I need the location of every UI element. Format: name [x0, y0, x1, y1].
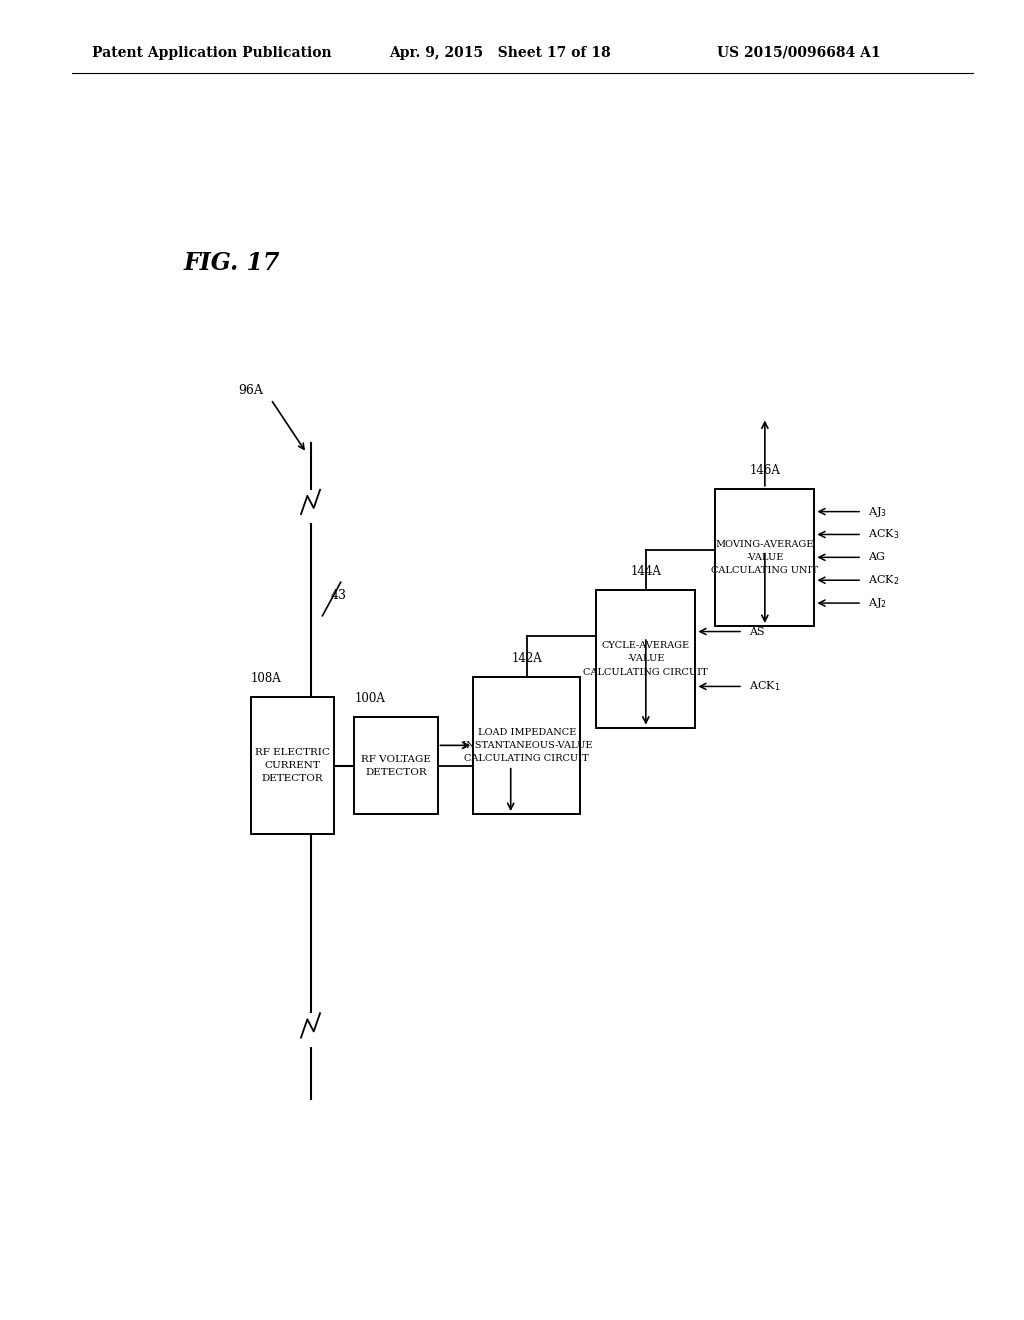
Text: FIG. 17: FIG. 17 — [183, 251, 280, 276]
Text: 142A: 142A — [511, 652, 542, 664]
Text: ACK$_2$: ACK$_2$ — [868, 573, 900, 587]
Text: AS: AS — [750, 627, 765, 636]
Text: Patent Application Publication: Patent Application Publication — [92, 46, 332, 59]
Text: 96A: 96A — [239, 384, 263, 397]
Text: AJ$_3$: AJ$_3$ — [868, 504, 888, 519]
Text: 144A: 144A — [631, 565, 662, 578]
Bar — [596, 590, 695, 727]
Text: 100A: 100A — [354, 692, 385, 705]
Text: US 2015/0096684 A1: US 2015/0096684 A1 — [717, 46, 881, 59]
Text: ACK$_3$: ACK$_3$ — [868, 528, 900, 541]
Text: AJ$_2$: AJ$_2$ — [868, 597, 887, 610]
Text: RF VOLTAGE
DETECTOR: RF VOLTAGE DETECTOR — [360, 755, 431, 776]
Text: 43: 43 — [331, 589, 346, 602]
Bar — [354, 718, 437, 814]
Text: AG: AG — [868, 552, 886, 562]
Bar — [251, 697, 334, 834]
Text: MOVING-AVERAGE
-VALUE
CALCULATING UNIT: MOVING-AVERAGE -VALUE CALCULATING UNIT — [712, 540, 818, 576]
Text: CYCLE-AVERAGE
-VALUE
CALCULATING CIRCUIT: CYCLE-AVERAGE -VALUE CALCULATING CIRCUIT — [584, 642, 709, 677]
Bar — [715, 488, 814, 626]
Text: 146A: 146A — [750, 463, 780, 477]
Text: 108A: 108A — [251, 672, 282, 685]
Text: ACK$_1$: ACK$_1$ — [750, 680, 780, 693]
Bar — [473, 677, 581, 814]
Text: LOAD IMPEDANCE
-INSTANTANEOUS-VALUE
CALCULATING CIRCUIT: LOAD IMPEDANCE -INSTANTANEOUS-VALUE CALC… — [460, 727, 594, 763]
Text: RF ELECTRIC
CURRENT
DETECTOR: RF ELECTRIC CURRENT DETECTOR — [255, 748, 330, 783]
Text: Apr. 9, 2015   Sheet 17 of 18: Apr. 9, 2015 Sheet 17 of 18 — [389, 46, 610, 59]
